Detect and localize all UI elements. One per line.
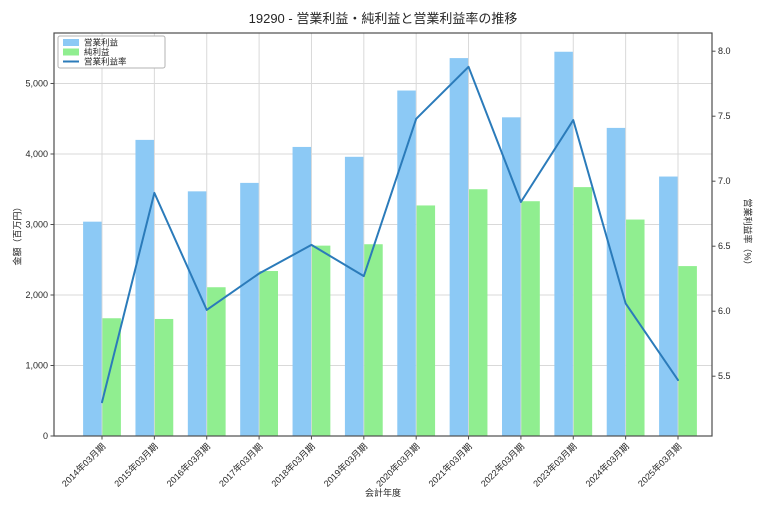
bar-operating-profit — [240, 182, 259, 436]
y-tick-label-right: 6.0 — [718, 306, 731, 316]
bar-operating-profit — [344, 156, 364, 437]
x-tick-label: 2016年03月期 — [164, 441, 212, 489]
legend-box — [57, 35, 166, 69]
bar-operating-profit — [135, 139, 154, 436]
x-axis-label: 会計年度 — [364, 488, 401, 498]
bar-operating-profit — [554, 51, 573, 436]
bar-net-profit — [626, 219, 645, 436]
y-tick-label-left: 2,000 — [25, 290, 48, 300]
y-tick-label-left: 0 — [43, 431, 48, 441]
bar-net-profit — [521, 201, 540, 436]
x-tick-label: 2025年03月期 — [635, 441, 683, 489]
x-tick-label: 2017年03月期 — [216, 441, 264, 489]
bar-operating-profit — [449, 58, 469, 437]
chart-title: 19290 - 営業利益・純利益と営業利益率の推移 — [248, 11, 518, 26]
bar-net-profit — [311, 245, 331, 436]
bar-net-profit — [678, 266, 697, 436]
bar-net-profit — [416, 205, 436, 436]
bar-net-profit — [207, 287, 226, 436]
legend-label: 営業利益 — [84, 38, 119, 48]
bar-net-profit — [259, 271, 278, 436]
bar-operating-profit — [659, 176, 678, 436]
bar-operating-profit — [292, 146, 312, 437]
y-tick-label-right: 8.0 — [718, 46, 731, 56]
legend-swatch-operating-profit — [63, 39, 79, 46]
bar-operating-profit — [397, 90, 416, 437]
legend-label: 営業利益率 — [84, 57, 127, 67]
bar-operating-profit — [606, 127, 626, 436]
bar-operating-profit — [83, 221, 102, 436]
x-tick-label: 2020年03月期 — [373, 441, 421, 489]
x-tick-label: 2022年03月期 — [478, 441, 526, 489]
x-tick-label: 2024年03月期 — [583, 441, 631, 489]
x-tick-label: 2015年03月期 — [112, 441, 160, 489]
y-tick-label-right: 6.5 — [718, 241, 731, 251]
x-tick-label: 2018年03月期 — [269, 441, 317, 489]
bar-net-profit — [573, 187, 593, 436]
x-tick-label: 2023年03月期 — [531, 441, 579, 489]
y-tick-label-left: 3,000 — [25, 219, 48, 229]
legend-label: 純利益 — [84, 47, 110, 57]
bar-operating-profit — [502, 117, 521, 436]
plot-border — [53, 32, 713, 437]
profit-margin-line — [101, 65, 679, 404]
bar-net-profit — [364, 244, 383, 436]
y-tick-label-right: 7.0 — [718, 176, 731, 186]
y-tick-label-left: 1,000 — [25, 360, 48, 370]
x-tick-label: 2019年03月期 — [321, 441, 369, 489]
x-tick-label: 2021年03月期 — [426, 441, 474, 489]
y-tick-label-left: 5,000 — [25, 78, 48, 88]
y-tick-label-left: 4,000 — [25, 149, 48, 159]
bar-net-profit — [154, 318, 174, 436]
y-tick-label-right: 7.5 — [718, 111, 731, 121]
bar-net-profit — [468, 189, 488, 436]
y-tick-label-right: 5.5 — [718, 371, 731, 381]
bar-operating-profit — [187, 191, 207, 436]
legend-swatch-net-profit — [63, 48, 79, 56]
x-tick-label: 2014年03月期 — [59, 441, 107, 489]
